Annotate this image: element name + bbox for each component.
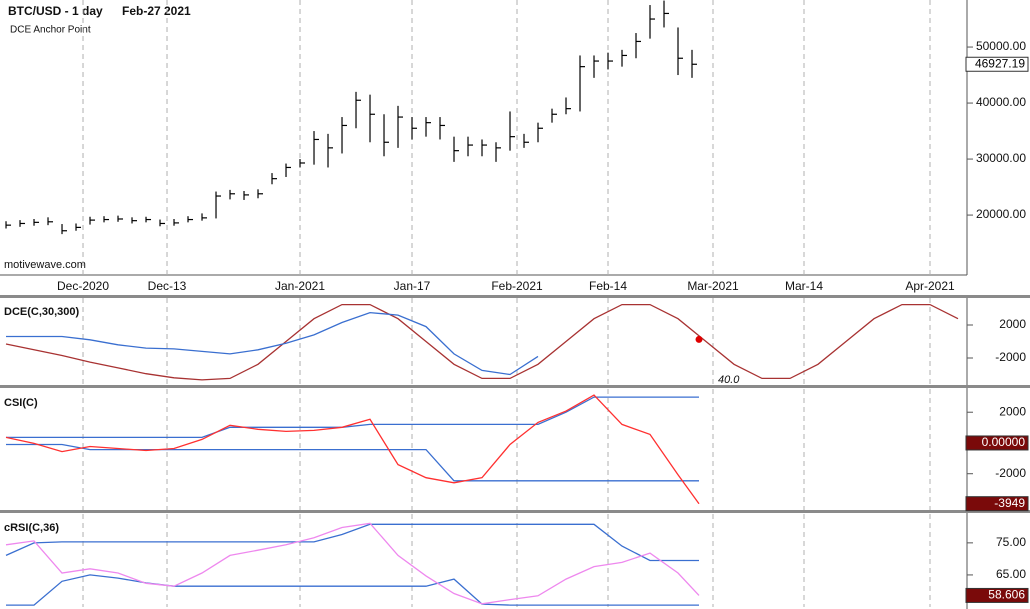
y-tick-label: 40000.00 [976, 95, 1026, 109]
series-line [6, 396, 699, 439]
series-line [5, 523, 699, 562]
panel-title: cRSI(C,36) [4, 522, 59, 534]
series-line [5, 394, 700, 505]
x-tick-label: Mar-2021 [687, 279, 739, 293]
cycle-annotation: 40.0 [718, 374, 740, 386]
series-line [6, 443, 699, 482]
price-tag [965, 587, 1029, 603]
panel-separator [0, 295, 1030, 298]
price-tag [965, 496, 1029, 512]
y-tick-label: 65.00 [996, 567, 1026, 581]
price-tag-label: 58.606 [988, 588, 1025, 602]
current-point [695, 335, 703, 343]
y-tick-label: 2000 [999, 317, 1026, 331]
x-tick-label: Dec-2020 [57, 279, 109, 293]
chart-subtitle: Feb-27 2021 [122, 4, 191, 18]
panel-separator [0, 510, 1030, 513]
x-tick-label: Jan-2021 [275, 279, 325, 293]
series-line [6, 574, 699, 606]
price-tag-label: 46927.19 [975, 56, 1025, 70]
x-tick-label: Dec-13 [148, 279, 187, 293]
chart-title: BTC/USD - 1 day [8, 4, 103, 18]
panel-separator [0, 385, 1030, 388]
panel-title: CSI(C) [4, 397, 38, 409]
price-tag [965, 435, 1029, 451]
series-line [6, 311, 539, 376]
y-tick-label: 50000.00 [976, 39, 1026, 53]
watermark: motivewave.com [4, 259, 86, 271]
y-tick-label: 75.00 [996, 535, 1026, 549]
y-tick-label: -2000 [995, 466, 1026, 480]
y-tick-label: 20000.00 [976, 207, 1026, 221]
y-tick-label: 2000 [999, 404, 1026, 418]
x-tick-label: Feb-14 [589, 279, 627, 293]
x-tick-label: Jan-17 [394, 279, 431, 293]
price-tag-label: -3949 [994, 496, 1025, 510]
x-tick-label: Mar-14 [785, 279, 823, 293]
x-tick-label: Apr-2021 [905, 279, 955, 293]
price-tag-label: 0.00000 [982, 435, 1026, 449]
price-tag [965, 56, 1029, 72]
series-line [5, 522, 700, 605]
chart-note: DCE Anchor Point [10, 25, 91, 36]
panel-title: DCE(C,30,300) [4, 306, 80, 318]
x-tick-label: Feb-2021 [491, 279, 543, 293]
series-line [5, 303, 959, 381]
y-tick-label: 30000.00 [976, 151, 1026, 165]
y-tick-label: -2000 [995, 350, 1026, 364]
